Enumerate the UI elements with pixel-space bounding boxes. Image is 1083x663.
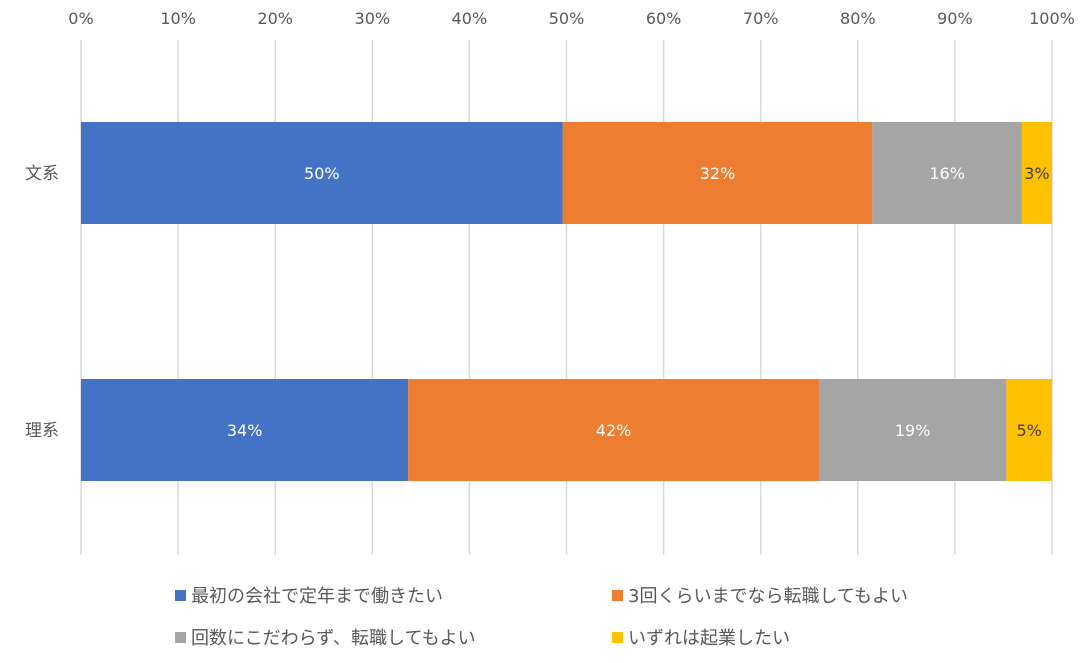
x-tick-label: 10% bbox=[160, 9, 196, 28]
data-label: 42% bbox=[596, 421, 632, 440]
category-label: 文系 bbox=[25, 164, 59, 184]
data-label: 19% bbox=[895, 421, 931, 440]
data-label: 50% bbox=[304, 164, 340, 183]
bar-segment bbox=[81, 379, 409, 481]
x-tick-label: 80% bbox=[840, 9, 876, 28]
legend-swatch bbox=[175, 631, 186, 643]
legend-item-3: 回数にこだわらず、転職してもよい bbox=[175, 624, 476, 650]
x-tick-label: 60% bbox=[646, 9, 682, 28]
data-label: 16% bbox=[929, 164, 965, 183]
x-tick-label: 90% bbox=[937, 9, 973, 28]
bar-segment bbox=[872, 122, 1022, 224]
data-label: 34% bbox=[227, 421, 263, 440]
legend-label: いずれは起業したい bbox=[628, 628, 790, 649]
legend-swatch bbox=[612, 589, 623, 601]
x-tick-label: 50% bbox=[549, 9, 585, 28]
bar-segment bbox=[1006, 379, 1052, 481]
category-label: 理系 bbox=[25, 421, 59, 441]
legend-swatch bbox=[175, 589, 186, 601]
x-tick-label: 30% bbox=[355, 9, 391, 28]
x-tick-label: 70% bbox=[743, 9, 779, 28]
legend-swatch bbox=[612, 631, 623, 643]
x-tick-label: 20% bbox=[257, 9, 293, 28]
x-tick-label: 0% bbox=[68, 9, 93, 28]
x-tick-label: 40% bbox=[452, 9, 488, 28]
bar-segment bbox=[818, 379, 1007, 481]
legend-item-1: 最初の会社で定年まで働きたい bbox=[175, 582, 443, 608]
data-label: 3% bbox=[1024, 164, 1049, 183]
data-label: 5% bbox=[1016, 421, 1041, 440]
bar-segment bbox=[1021, 122, 1052, 224]
legend-label: 最初の会社で定年まで働きたい bbox=[191, 586, 443, 607]
legend-item-2: 3回くらいまでなら転職してもよい bbox=[612, 582, 908, 608]
bar-segment bbox=[408, 379, 819, 481]
bar-segment bbox=[562, 122, 873, 224]
data-label: 32% bbox=[700, 164, 736, 183]
legend-label: 回数にこだわらず、転職してもよい bbox=[191, 628, 476, 649]
legend-label: 3回くらいまでなら転職してもよい bbox=[628, 586, 909, 607]
x-tick-label: 100% bbox=[1029, 9, 1075, 28]
legend-item-4: いずれは起業したい bbox=[612, 624, 790, 650]
bar-segment bbox=[81, 122, 563, 224]
